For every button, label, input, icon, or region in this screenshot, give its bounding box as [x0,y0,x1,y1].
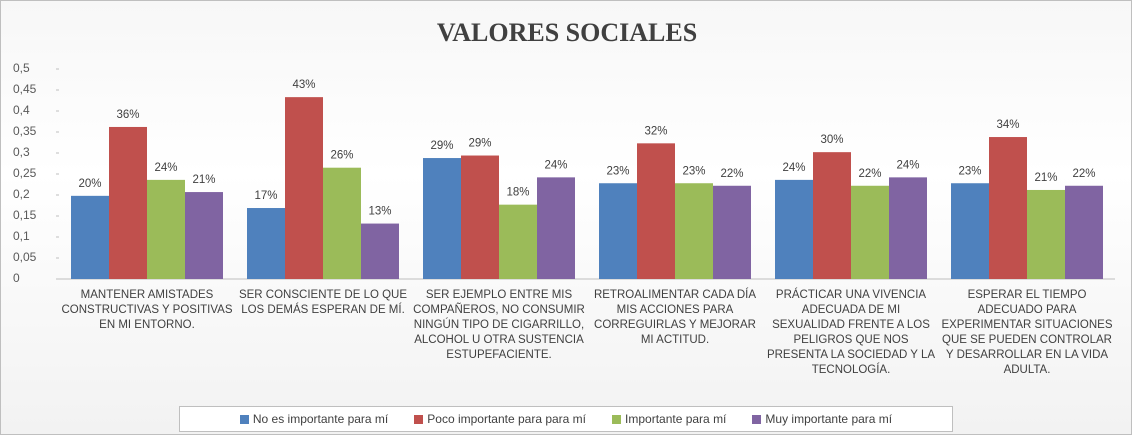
data-label: 32% [644,125,667,137]
legend-swatch [414,414,424,424]
legend-label: No es importante para mí [252,412,389,426]
y-tick-label: 0,4 [13,103,30,117]
bar [147,179,185,279]
data-label: 29% [430,140,453,152]
x-tick-label: SER EJEMPLO ENTRE MIS COMPAÑEROS, NO CON… [413,289,585,361]
y-tick-label: 0 [13,271,20,285]
bar [775,179,813,279]
chart-title: VALORES SOCIALES [437,18,697,47]
legend-item: Poco importante para para mí [414,412,586,426]
bar [675,183,713,279]
bar [1027,189,1065,279]
x-tick-label: MANTENER AMISTADES CONSTRUCTIVAS Y POSIT… [61,289,233,331]
legend-label: Importante para mí [625,412,727,426]
x-tick-label: ESPERAR EL TIEMPO ADECUADO PARA EXPERIME… [941,289,1113,376]
y-tick-label: 0,05 [13,250,37,264]
data-label: 24% [782,162,805,174]
data-label: 30% [820,134,843,146]
bar [851,185,889,279]
data-label: 20% [78,178,101,190]
y-tick-label: 0,15 [13,208,37,222]
x-tick-label: PRÁCTICAR UNA VIVENCIA ADECUADA DE MI SE… [766,289,936,376]
legend-swatch [239,414,249,424]
bar [285,97,323,279]
data-label: 21% [1034,172,1057,184]
bar [989,137,1027,279]
bar [713,185,751,279]
bar [361,223,399,279]
data-label: 36% [116,109,139,121]
legend-swatch [752,414,762,424]
data-label: 24% [544,159,567,171]
bar [499,204,537,279]
bar [423,158,461,279]
data-label: 21% [192,174,215,186]
bar [323,167,361,279]
data-label: 24% [896,159,919,171]
x-tick-label: RETROALIMENTAR CADA DÍA MIS ACCIONES PAR… [593,289,757,346]
data-label: 13% [368,206,391,218]
data-label: 29% [468,138,491,150]
data-label: 22% [1072,168,1095,180]
legend-label: Poco importante para para mí [427,412,587,426]
bar [889,177,927,279]
y-tick-label: 0,35 [13,124,37,138]
bar [599,183,637,279]
bar [247,208,285,279]
data-label: 23% [682,165,705,177]
bar [71,195,109,279]
y-tick-label: 0,25 [13,166,37,180]
data-label: 22% [858,168,881,180]
y-tick-label: 0,45 [13,82,37,96]
bar [951,183,989,279]
y-tick-label: 0,3 [13,145,30,159]
bar [813,152,851,279]
bar [1065,185,1103,279]
data-label: 24% [154,162,177,174]
legend-item: Importante para mí [612,412,726,426]
bar [185,192,223,279]
data-label: 18% [506,187,529,199]
legend-swatch [612,414,622,424]
y-tick-label: 0,5 [13,61,30,75]
legend-label: Muy importante para mí [765,412,893,426]
x-tick-label: SER CONSCIENTE DE LO QUE LOS DEMÁS ESPER… [238,289,408,316]
bar [109,126,147,280]
y-tick-label: 0,1 [13,229,30,243]
bar [461,155,499,279]
legend-item: Muy importante para mí [752,412,892,426]
data-label: 17% [254,190,277,202]
y-tick-label: 0,2 [13,187,30,201]
data-label: 22% [720,168,743,180]
legend-item: No es importante para mí [239,412,389,426]
bar [637,143,675,279]
data-label: 23% [606,165,629,177]
data-label: 23% [958,165,981,177]
data-label: 43% [292,79,315,91]
data-label: 34% [996,119,1019,131]
bar [537,177,575,279]
data-label: 26% [330,150,353,162]
legend: No es importante para mí Poco importante … [179,406,953,432]
